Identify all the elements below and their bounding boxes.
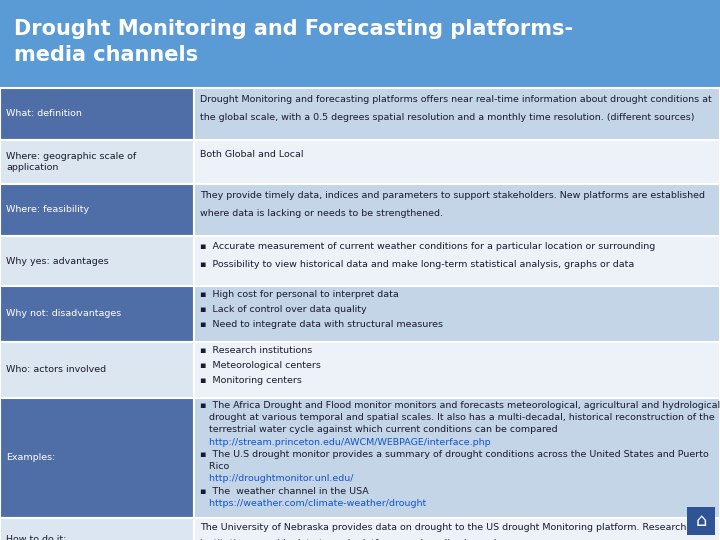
Text: ▪  High cost for personal to interpret data: ▪ High cost for personal to interpret da…	[200, 291, 399, 299]
Text: Why not: disadvantages: Why not: disadvantages	[6, 309, 121, 319]
Bar	[0, 518, 194, 540]
Text: ▪  Meteorological centers: ▪ Meteorological centers	[200, 361, 321, 370]
Bar	[194, 140, 720, 184]
Text: https://weather.com/climate-weather/drought: https://weather.com/climate-weather/drou…	[200, 499, 427, 508]
Bar	[0, 236, 194, 286]
Bar	[687, 507, 715, 535]
Text: ▪  The  weather channel in the USA: ▪ The weather channel in the USA	[200, 487, 369, 496]
Bar	[194, 88, 720, 140]
Bar	[194, 518, 720, 540]
Text: They provide timely data, indices and parameters to support stakeholders. New pl: They provide timely data, indices and pa…	[200, 191, 706, 200]
Bar	[194, 236, 720, 286]
Bar	[194, 398, 720, 518]
Text: How to do it:: How to do it:	[6, 536, 66, 540]
Text: institutions provide data to such platforms and media channels.: institutions provide data to such platfo…	[200, 538, 505, 540]
Text: ▪  Need to integrate data with structural measures: ▪ Need to integrate data with structural…	[200, 320, 444, 329]
Bar	[0, 342, 194, 398]
Bar	[0, 286, 194, 342]
Text: Drought Monitoring and Forecasting platforms-
media channels: Drought Monitoring and Forecasting platf…	[14, 19, 573, 65]
Text: Examples:: Examples:	[6, 454, 55, 462]
Bar	[0, 184, 194, 236]
Text: ▪  The Africa Drought and Flood monitor monitors and forecasts meteorological, a: ▪ The Africa Drought and Flood monitor m…	[200, 401, 720, 410]
Text: http://stream.princeton.edu/AWCM/WEBPAGE/interface.php: http://stream.princeton.edu/AWCM/WEBPAGE…	[200, 437, 491, 447]
Text: Both Global and Local: Both Global and Local	[200, 150, 304, 159]
Text: ▪  Accurate measurement of current weather conditions for a particular location : ▪ Accurate measurement of current weathe…	[200, 242, 656, 251]
Text: ⌂: ⌂	[696, 512, 707, 530]
Text: Rico: Rico	[200, 462, 230, 471]
Bar	[0, 398, 194, 518]
Bar	[194, 184, 720, 236]
Text: What: definition: What: definition	[6, 110, 82, 118]
Text: Why yes: advantages: Why yes: advantages	[6, 256, 109, 266]
Bar	[0, 0, 720, 88]
Text: Where: feasibility: Where: feasibility	[6, 206, 89, 214]
Text: terrestrial water cycle against which current conditions can be compared: terrestrial water cycle against which cu…	[200, 426, 558, 434]
Text: ▪  Research institutions: ▪ Research institutions	[200, 346, 312, 355]
Bar	[194, 342, 720, 398]
Text: http://droughtmonitor.unl.edu/: http://droughtmonitor.unl.edu/	[200, 474, 354, 483]
Text: the global scale, with a 0.5 degrees spatial resolution and a monthly time resol: the global scale, with a 0.5 degrees spa…	[200, 113, 695, 122]
Text: ▪  The U.S drought monitor provides a summary of drought conditions across the U: ▪ The U.S drought monitor provides a sum…	[200, 450, 709, 459]
Text: Where: geographic scale of
application: Where: geographic scale of application	[6, 152, 136, 172]
Text: Who: actors involved: Who: actors involved	[6, 366, 106, 375]
Text: Drought Monitoring and forecasting platforms offers near real-time information a: Drought Monitoring and forecasting platf…	[200, 94, 712, 104]
Text: ▪  Monitoring centers: ▪ Monitoring centers	[200, 376, 302, 385]
Bar	[194, 286, 720, 342]
Bar	[0, 88, 194, 140]
Text: drought at various temporal and spatial scales. It also has a multi-decadal, his: drought at various temporal and spatial …	[200, 413, 715, 422]
Text: where data is lacking or needs to be strengthened.: where data is lacking or needs to be str…	[200, 209, 444, 218]
Text: The University of Nebraska provides data on drought to the US drought Monitoring: The University of Nebraska provides data…	[200, 523, 687, 532]
Text: ▪  Possibility to view historical data and make long-term statistical analysis, : ▪ Possibility to view historical data an…	[200, 260, 634, 269]
Bar	[0, 140, 194, 184]
Text: ▪  Lack of control over data quality: ▪ Lack of control over data quality	[200, 305, 367, 314]
